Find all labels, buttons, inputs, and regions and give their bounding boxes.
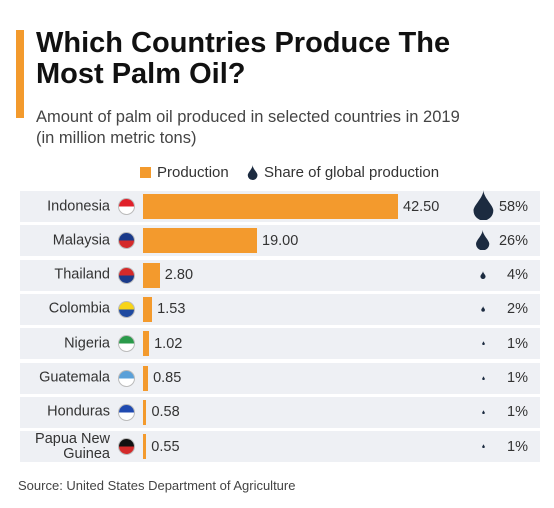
legend-drop xyxy=(247,165,258,180)
flag xyxy=(118,198,135,215)
value-label: 0.85 xyxy=(153,370,182,386)
share-drop-shape xyxy=(481,410,485,415)
share-drop xyxy=(481,341,485,346)
flag xyxy=(118,335,135,353)
bar xyxy=(143,434,147,460)
share-label: 1% xyxy=(507,335,528,352)
share-drop-shape xyxy=(473,189,493,221)
category-label: Papua New Guinea xyxy=(35,430,110,462)
share-label: 1% xyxy=(507,404,528,421)
flag xyxy=(118,438,135,456)
accent-bar xyxy=(16,30,24,118)
row: Honduras 0.58 1% xyxy=(20,396,540,428)
row: Guatemala 0.85 1% xyxy=(20,362,540,394)
row: Malaysia 19.00 26% xyxy=(20,225,540,257)
source: Source: United States Department of Agri… xyxy=(18,478,296,493)
share-drop-shape xyxy=(481,306,485,312)
category-label: Honduras xyxy=(47,403,110,420)
share-drop xyxy=(481,444,485,449)
legend-drop-shape xyxy=(247,165,258,180)
category-label: Thailand xyxy=(54,266,110,283)
row: Nigeria 1.02 1% xyxy=(20,328,540,360)
share-label: 1% xyxy=(507,438,528,455)
share-drop-shape xyxy=(481,375,485,380)
legend-label: Share of global production xyxy=(263,164,440,181)
value-label: 1.02 xyxy=(154,335,183,352)
bar xyxy=(143,365,149,391)
bar xyxy=(143,296,153,322)
row: Colombia 1.53 2% xyxy=(20,293,540,325)
flag xyxy=(118,266,135,284)
share-drop-shape xyxy=(480,270,486,279)
legend-label: Production xyxy=(157,164,229,181)
value-label: 0.58 xyxy=(151,404,180,421)
value-label: 0.55 xyxy=(151,438,180,455)
bar xyxy=(143,228,257,254)
category-label: Colombia xyxy=(48,300,110,317)
value-label: 1.53 xyxy=(157,301,186,318)
row: Indonesia 42.50 58% xyxy=(20,189,540,222)
share-drop xyxy=(480,270,486,279)
share-drop xyxy=(476,229,490,250)
share-drop-shape xyxy=(481,341,485,346)
value-label: 42.50 xyxy=(403,198,440,215)
category-label: Nigeria xyxy=(64,335,110,352)
share-drop-shape xyxy=(476,229,490,250)
value-label: 2.80 xyxy=(164,267,194,284)
share-drop xyxy=(481,375,485,380)
chart-subtitle: Amount of palm oil produced in selected … xyxy=(36,108,460,147)
chart-title: Which Countries Produce The Most Palm Oi… xyxy=(36,27,451,90)
share-drop xyxy=(473,189,493,221)
flag xyxy=(118,300,135,318)
bar xyxy=(143,194,398,219)
share-label: 26% xyxy=(498,232,528,249)
category-label: Guatemala xyxy=(39,369,110,386)
bar xyxy=(143,399,147,425)
category-label: Indonesia xyxy=(47,198,110,214)
share-label: 58% xyxy=(498,198,528,215)
share-label: 2% xyxy=(507,301,528,318)
share-label: 1% xyxy=(507,370,528,386)
category-label: Malaysia xyxy=(52,232,110,249)
legend: Production Share of global production xyxy=(140,164,439,181)
flag xyxy=(118,369,135,387)
share-drop xyxy=(481,410,485,415)
share-drop-shape xyxy=(481,444,485,449)
share-label: 4% xyxy=(507,267,528,284)
share-drop xyxy=(481,306,485,312)
row: Papua New Guinea 0.55 1% xyxy=(20,431,540,463)
bar xyxy=(143,262,160,288)
value-label: 19.00 xyxy=(262,232,299,249)
bar xyxy=(143,331,150,357)
row: Thailand 2.80 4% xyxy=(20,259,540,291)
flag xyxy=(118,232,135,250)
legend-swatch xyxy=(140,167,151,178)
flag xyxy=(118,403,135,421)
